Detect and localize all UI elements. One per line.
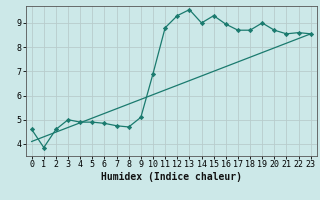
X-axis label: Humidex (Indice chaleur): Humidex (Indice chaleur): [101, 172, 242, 182]
